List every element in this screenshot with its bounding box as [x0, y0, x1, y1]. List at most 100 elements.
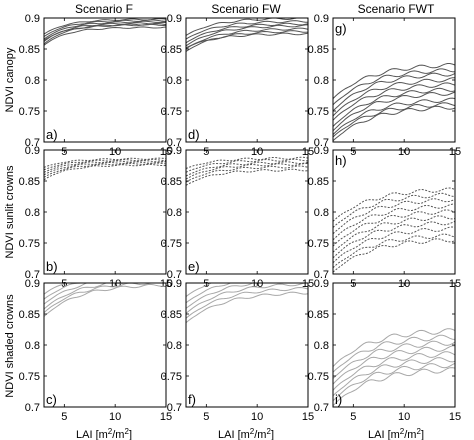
series-line: [333, 351, 455, 391]
series-line: [333, 340, 455, 379]
y-tick-label: 0.8: [25, 75, 40, 87]
row-label-shaded: NDVI shaded crowns: [4, 294, 16, 398]
y-tick-label: 0.75: [308, 106, 329, 118]
series-line: [333, 357, 455, 397]
y-tick-label: 0.8: [314, 207, 329, 219]
series-line: [44, 26, 166, 46]
series-line: [333, 328, 455, 368]
y-tick-label: 0.7: [167, 402, 182, 414]
series-line: [333, 97, 455, 135]
y-tick-label: 0.9: [25, 278, 40, 290]
series-line: [44, 283, 166, 317]
column-title-f: Scenario F: [75, 2, 133, 16]
x-tick-label: 10: [398, 411, 410, 423]
y-tick-label: 0.9: [314, 278, 329, 290]
series-line: [333, 345, 455, 385]
y-tick-label: 0.9: [167, 13, 182, 25]
series-line: [44, 19, 166, 38]
y-tick-label: 0.75: [161, 238, 182, 250]
y-tick-label: 0.7: [167, 269, 182, 281]
series-line: [186, 27, 308, 50]
series-line: [333, 226, 455, 264]
y-tick-label: 0.7: [25, 137, 40, 149]
x-tick-label: 15: [449, 411, 461, 423]
panel-tag: d): [188, 127, 200, 142]
panel-f: 0.7 0.75 0.8 0.85 0.9 5 10 15 f): [161, 278, 315, 423]
y-tick-label: 0.8: [167, 340, 182, 352]
series-line: [44, 283, 166, 314]
y-tick-label: 0.85: [161, 176, 182, 188]
series-line: [333, 203, 455, 241]
series-line: [44, 161, 166, 176]
series-line: [44, 160, 166, 173]
series-line: [44, 283, 83, 300]
x-axis-label-col1: LAI [m2/m2]: [76, 427, 132, 440]
y-tick-label: 0.7: [167, 137, 182, 149]
series-line: [186, 20, 308, 40]
y-tick-label: 0.9: [25, 145, 40, 157]
series-line: [186, 24, 308, 47]
x-tick-label: 10: [109, 411, 121, 423]
series-line: [333, 63, 455, 99]
x-tick-label: 10: [251, 411, 263, 423]
y-tick-label: 0.7: [314, 402, 329, 414]
series-line: [186, 168, 308, 186]
row-label-canopy: NDVI canopy: [4, 47, 16, 112]
y-tick-label: 0.9: [167, 145, 182, 157]
row-label-sunlit: NDVI sunlit crowns: [4, 165, 16, 258]
panel-tag: f): [188, 392, 196, 407]
y-tick-label: 0.85: [161, 309, 182, 321]
y-tick-label: 0.8: [167, 207, 182, 219]
y-tick-label: 0.85: [19, 309, 40, 321]
panel-tag: g): [335, 21, 347, 36]
series-line: [333, 72, 455, 112]
series-line: [333, 192, 455, 228]
y-tick-label: 0.75: [308, 371, 329, 383]
series-line: [186, 286, 308, 319]
column-title-fw: Scenario FW: [211, 2, 281, 16]
series-line: [333, 68, 455, 106]
y-tick-label: 0.8: [314, 340, 329, 352]
series-line: [186, 32, 308, 49]
panel-tag: e): [188, 259, 200, 274]
y-tick-label: 0.85: [161, 44, 182, 56]
series-line: [186, 22, 308, 44]
y-tick-label: 0.85: [19, 44, 40, 56]
y-tick-label: 0.9: [25, 13, 40, 25]
series-line: [186, 283, 308, 314]
x-tick-label: 5: [203, 411, 209, 423]
y-tick-label: 0.8: [167, 75, 182, 87]
y-tick-label: 0.9: [314, 145, 329, 157]
panel-tag: c): [46, 392, 57, 407]
series-line: [44, 23, 166, 41]
panel-tag: i): [335, 392, 342, 407]
panels-group: 0.70.750.80.850.951015a)0.70.750.80.850.…: [19, 13, 462, 423]
y-tick-label: 0.7: [314, 269, 329, 281]
series-line: [333, 215, 455, 253]
y-tick-label: 0.9: [314, 13, 329, 25]
series-line: [44, 283, 102, 305]
series-line: [333, 334, 455, 373]
y-tick-label: 0.7: [25, 269, 40, 281]
series-line: [186, 161, 308, 177]
x-tick-label: 15: [160, 411, 172, 423]
y-tick-label: 0.7: [314, 137, 329, 149]
series-line: [333, 198, 455, 235]
y-tick-label: 0.9: [167, 278, 182, 290]
y-tick-label: 0.8: [25, 340, 40, 352]
y-tick-label: 0.7: [25, 402, 40, 414]
series-line: [333, 87, 455, 127]
series-line: [333, 91, 455, 132]
x-axis-label-col2: LAI [m2/m2]: [218, 427, 274, 440]
y-tick-label: 0.85: [308, 309, 329, 321]
column-title-fwt: Scenario FWT: [358, 2, 435, 16]
panel-h: 0.70.750.80.850.951015h): [308, 145, 462, 290]
series-line: [186, 165, 308, 183]
series-line: [44, 162, 166, 178]
series-line: [333, 220, 455, 259]
series-line: [333, 362, 455, 402]
series-line: [186, 156, 308, 170]
series-line: [186, 291, 308, 324]
x-tick-label: 15: [302, 411, 314, 423]
x-axis-label-col3: LAI [m2/m2]: [368, 427, 424, 440]
